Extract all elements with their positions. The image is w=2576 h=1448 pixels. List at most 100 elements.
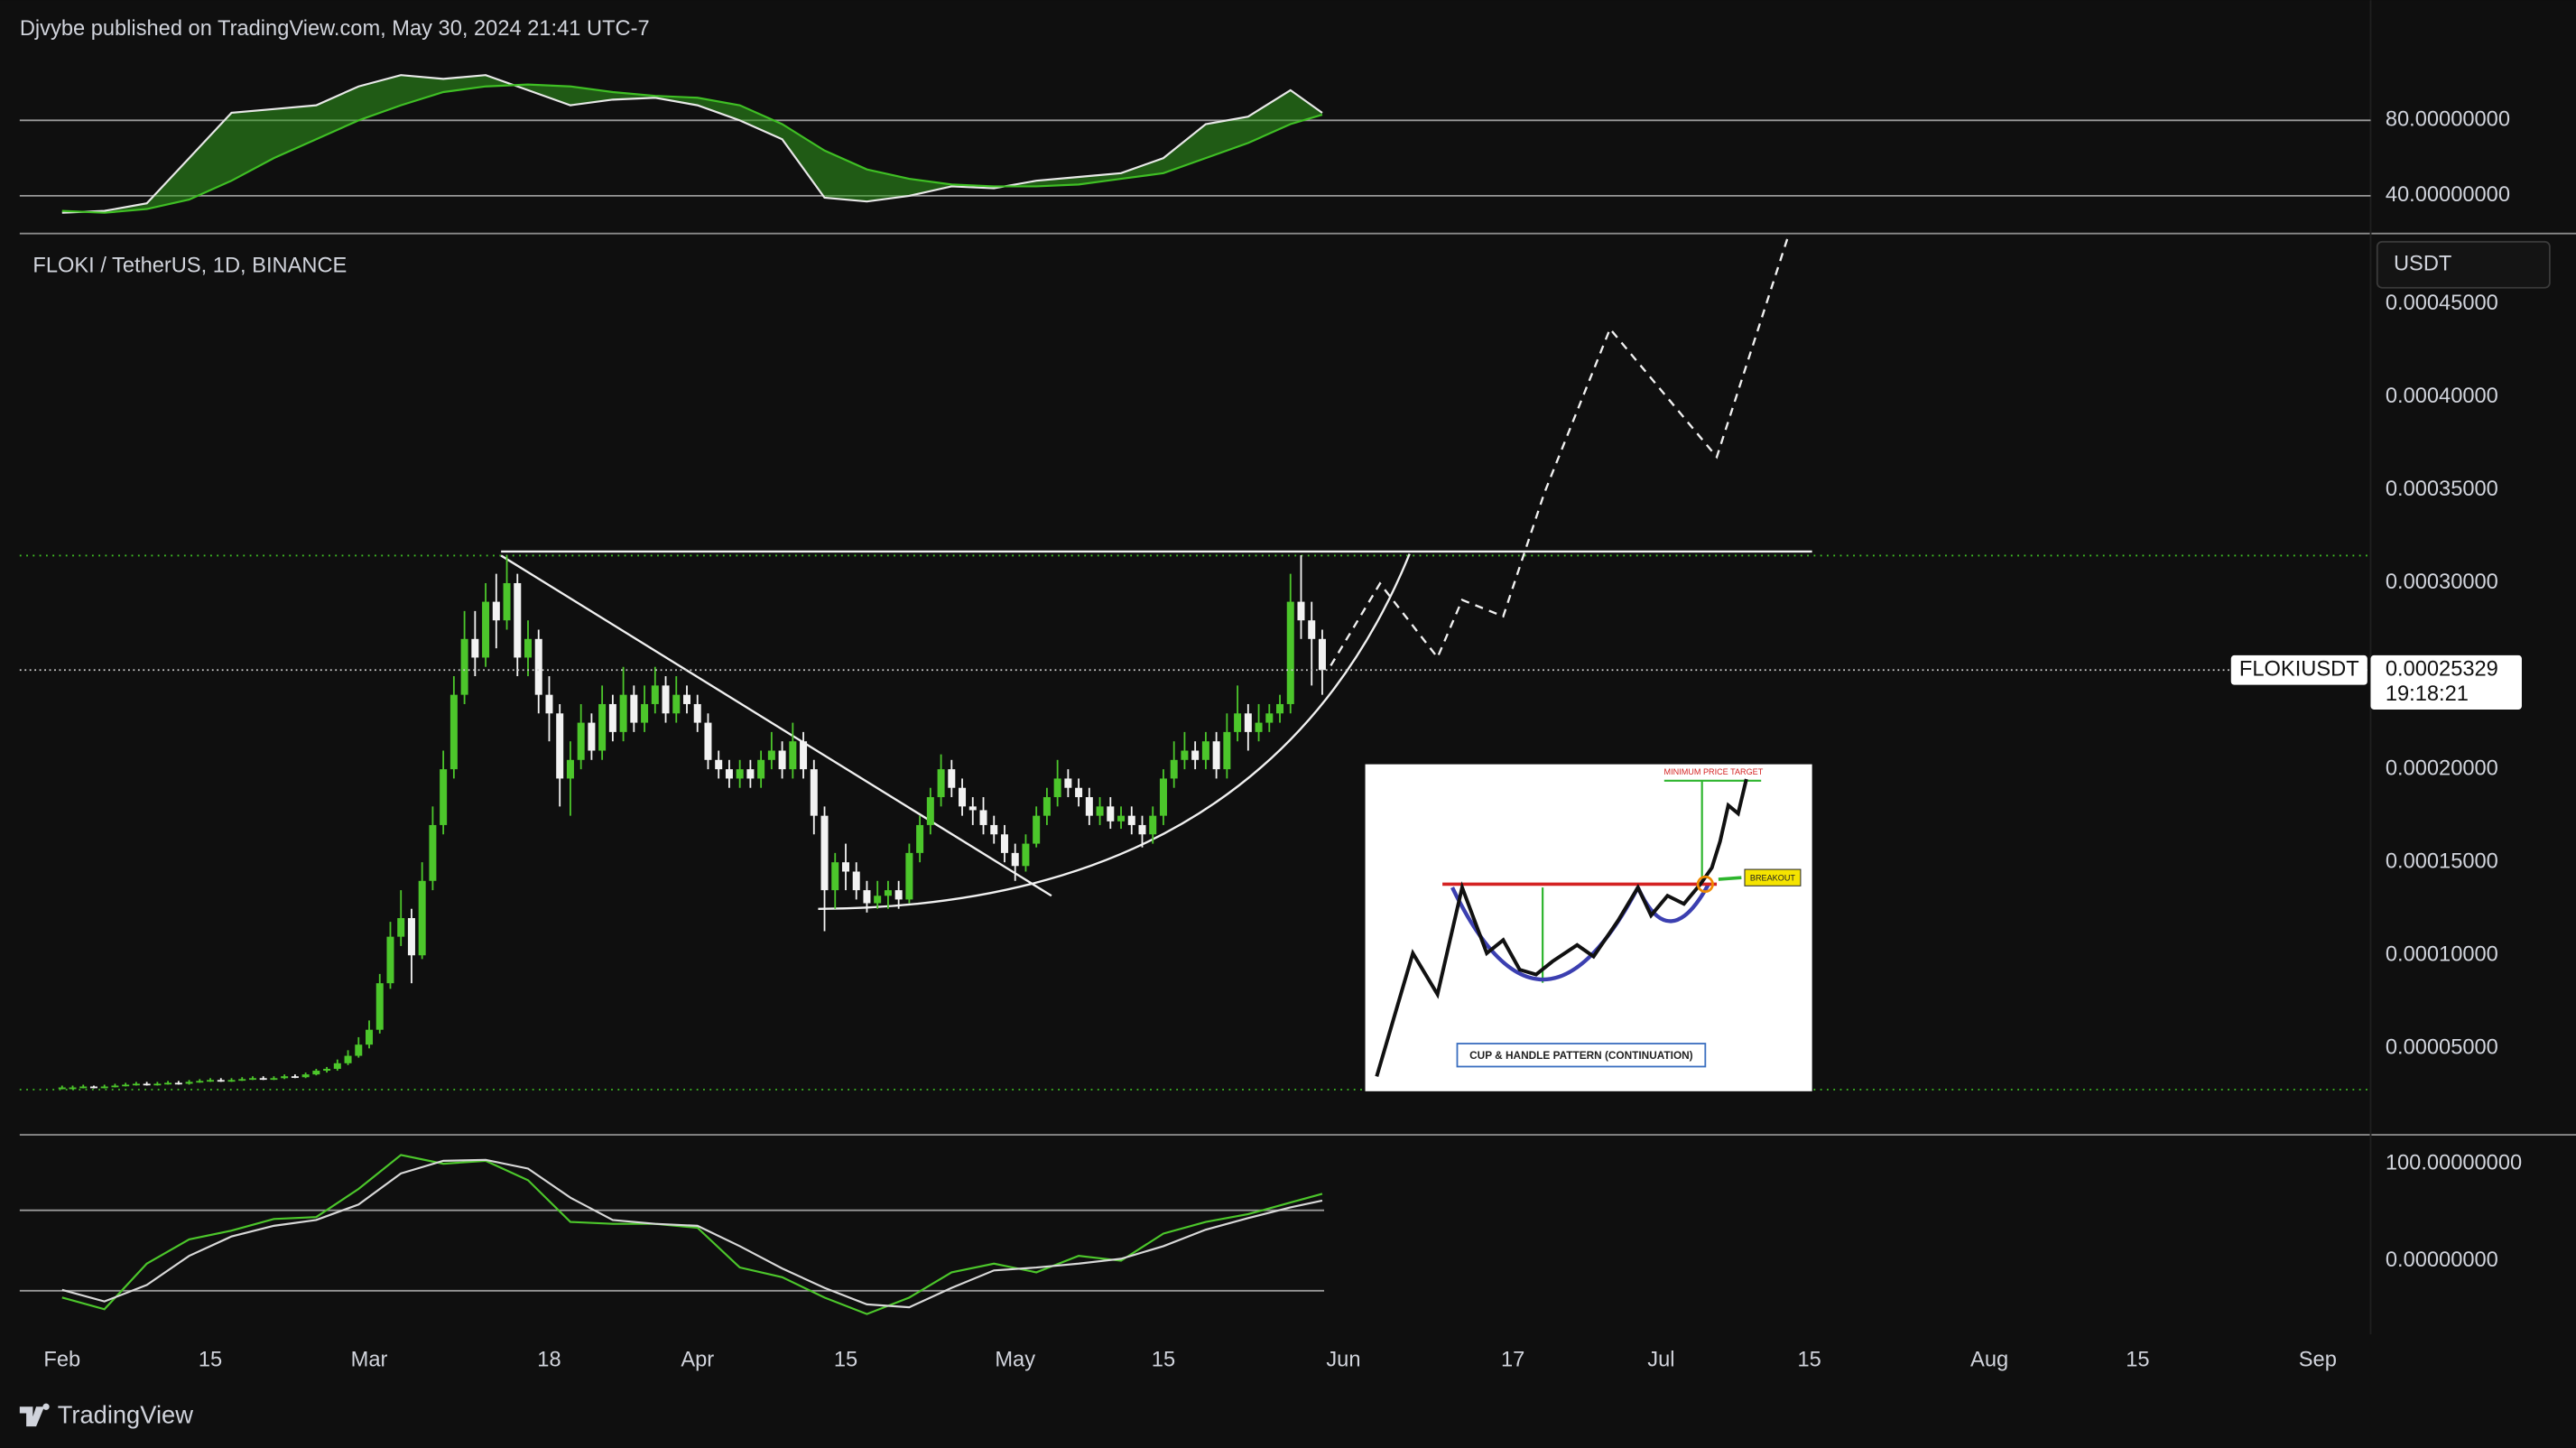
candle-body — [460, 638, 468, 695]
candle-body — [588, 722, 596, 751]
candle-body — [449, 694, 458, 770]
y-tick-label: 0.00010000 — [2386, 942, 2498, 966]
candle-body — [937, 769, 945, 798]
candle-body — [418, 880, 426, 956]
indicator-line — [61, 83, 1323, 214]
footer: TradingView — [19, 1400, 193, 1428]
candle-body — [841, 862, 849, 872]
inset-target-label: MINIMUM PRICE TARGET — [1664, 767, 1764, 776]
candle-body — [1286, 601, 1294, 704]
candle-body — [1000, 834, 1008, 853]
candle-body — [1234, 713, 1242, 732]
candle-body — [884, 890, 892, 896]
candle-body — [630, 694, 638, 723]
candle-body — [217, 1080, 225, 1082]
candle-body — [482, 601, 490, 658]
x-tick-label: 18 — [537, 1349, 561, 1372]
y-tick-label: 0.00045000 — [2386, 292, 2498, 315]
candle-body — [800, 741, 808, 770]
candle-body — [789, 741, 797, 770]
y-tick-label: 0.00000000 — [2386, 1248, 2498, 1272]
candle-body — [874, 896, 882, 904]
candle-body — [58, 1087, 66, 1090]
candle-body — [1308, 620, 1316, 639]
candle-body — [1064, 778, 1072, 788]
candle-body — [810, 769, 818, 816]
candle-body — [959, 787, 967, 807]
candle-body — [196, 1081, 204, 1083]
inset-caption-box — [1456, 1043, 1707, 1068]
candle-body — [375, 983, 384, 1030]
candle-body — [641, 703, 649, 723]
drawings — [19, 237, 2371, 1091]
candle-body — [1075, 787, 1083, 798]
candle-body — [1085, 797, 1093, 816]
inset-breakout-circle — [1696, 875, 1714, 894]
candle-body — [577, 722, 585, 760]
candle-body — [704, 722, 712, 760]
brand-name: TradingView — [58, 1400, 193, 1428]
y-tick-label: 0.00035000 — [2386, 478, 2498, 501]
candle-body — [1276, 703, 1284, 714]
x-tick-label: 15 — [1797, 1349, 1821, 1372]
x-tick-label: 15 — [2126, 1349, 2149, 1372]
downtrend-line — [500, 554, 1052, 897]
candle-body — [736, 769, 744, 779]
candle-body — [366, 1029, 374, 1045]
candle-body — [1170, 759, 1178, 779]
candle-body — [725, 769, 733, 779]
candle-body — [69, 1087, 77, 1090]
candle-body — [1212, 741, 1220, 770]
candle-body — [1223, 731, 1231, 770]
candle-body — [355, 1044, 363, 1056]
currency-label[interactable]: USDT — [2394, 253, 2451, 276]
last-price-box — [2370, 654, 2522, 710]
y-tick-label: 0.00005000 — [2386, 1036, 2498, 1060]
candle-body — [270, 1078, 278, 1081]
candle-body — [122, 1084, 130, 1087]
candle-body — [1297, 601, 1305, 621]
candle-body — [333, 1063, 341, 1069]
x-tick-label: Jul — [1647, 1349, 1674, 1372]
inset-caption: CUP & HANDLE PATTERN (CONTINUATION) — [1469, 1049, 1693, 1062]
indicator-fill — [61, 75, 1322, 213]
candle-body — [1318, 638, 1326, 671]
y-tick-label: 0.00030000 — [2386, 571, 2498, 594]
candle-body — [619, 694, 627, 732]
candle-body — [1107, 806, 1115, 821]
candle-body — [397, 918, 405, 937]
x-tick-label: Apr — [681, 1349, 714, 1372]
candle-body — [852, 871, 860, 891]
candle-body — [291, 1076, 299, 1079]
y-tick-label: 100.00000000 — [2386, 1151, 2522, 1174]
candle-body — [979, 810, 987, 825]
candle-body — [1033, 815, 1041, 844]
candle-body — [672, 694, 681, 714]
inset-background — [1365, 764, 1812, 1091]
y-tick-label: 40.00000000 — [2386, 183, 2510, 207]
projection-path — [1330, 237, 1789, 666]
symbol-tag: FLOKIUSDT — [2239, 658, 2359, 682]
candle-body — [471, 638, 479, 658]
candle-body — [429, 824, 437, 881]
candle-body — [164, 1082, 172, 1085]
symbol-tag-box — [2230, 654, 2368, 685]
x-tick-label: Mar — [351, 1349, 388, 1372]
currency-box[interactable] — [2376, 240, 2551, 289]
candle-body — [79, 1086, 88, 1089]
candle-body — [545, 694, 553, 714]
x-tick-label: Sep — [2299, 1349, 2337, 1372]
candle-body — [767, 750, 775, 760]
x-tick-label: 15 — [199, 1349, 222, 1372]
candle-body — [207, 1080, 215, 1082]
candle-body — [143, 1083, 151, 1086]
candle-body — [1191, 750, 1200, 760]
y-tick-label: 80.00000000 — [2386, 108, 2510, 132]
candle-body — [894, 890, 903, 900]
pattern-inset: BREAKOUT MINIMUM PRICE TARGET CUP & HAND… — [1365, 764, 1812, 1091]
indicator-line — [61, 1158, 1323, 1309]
candle-body — [598, 703, 607, 751]
candle-body — [100, 1086, 108, 1089]
candle-body — [566, 759, 574, 779]
